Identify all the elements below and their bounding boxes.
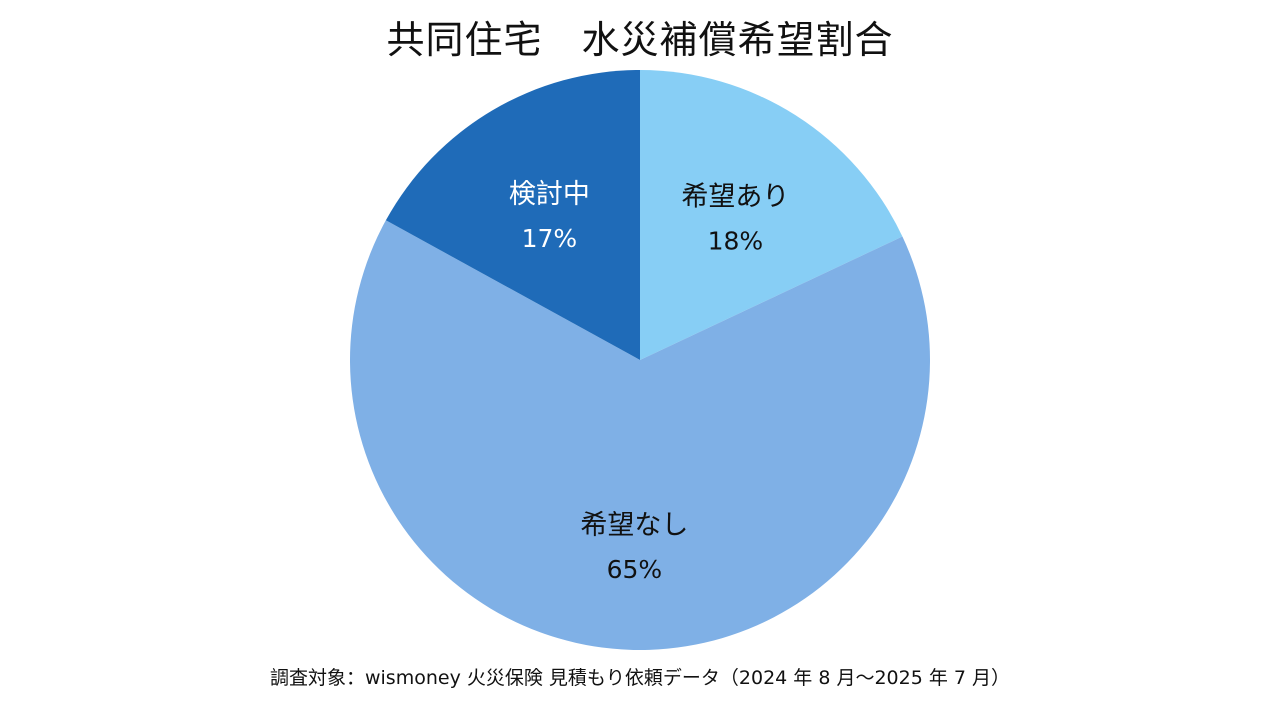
slice-label-1: 希望あり — [681, 182, 789, 213]
slice-value-label-1: 18% — [708, 227, 764, 256]
slice-value-label-2: 65% — [607, 555, 663, 584]
slice-label-3: 検討中 — [509, 179, 590, 210]
chart-footnote: 調査対象：wismoney 火災保険 見積もり依頼データ（2024 年 8 月〜… — [269, 667, 1011, 689]
slice-value-label-3: 17% — [522, 224, 578, 253]
slice-label-2: 希望なし — [580, 510, 688, 541]
pie-slices — [350, 69, 930, 650]
pie-slice-3 — [385, 69, 640, 360]
pie-labels: 希望あり 18% 希望なし 65% 検討中 17% — [509, 179, 789, 584]
chart-title: 共同住宅 水災補償希望割合 — [386, 18, 894, 62]
pie-slice-1 — [640, 70, 903, 360]
pie-slice-2 — [350, 220, 930, 650]
